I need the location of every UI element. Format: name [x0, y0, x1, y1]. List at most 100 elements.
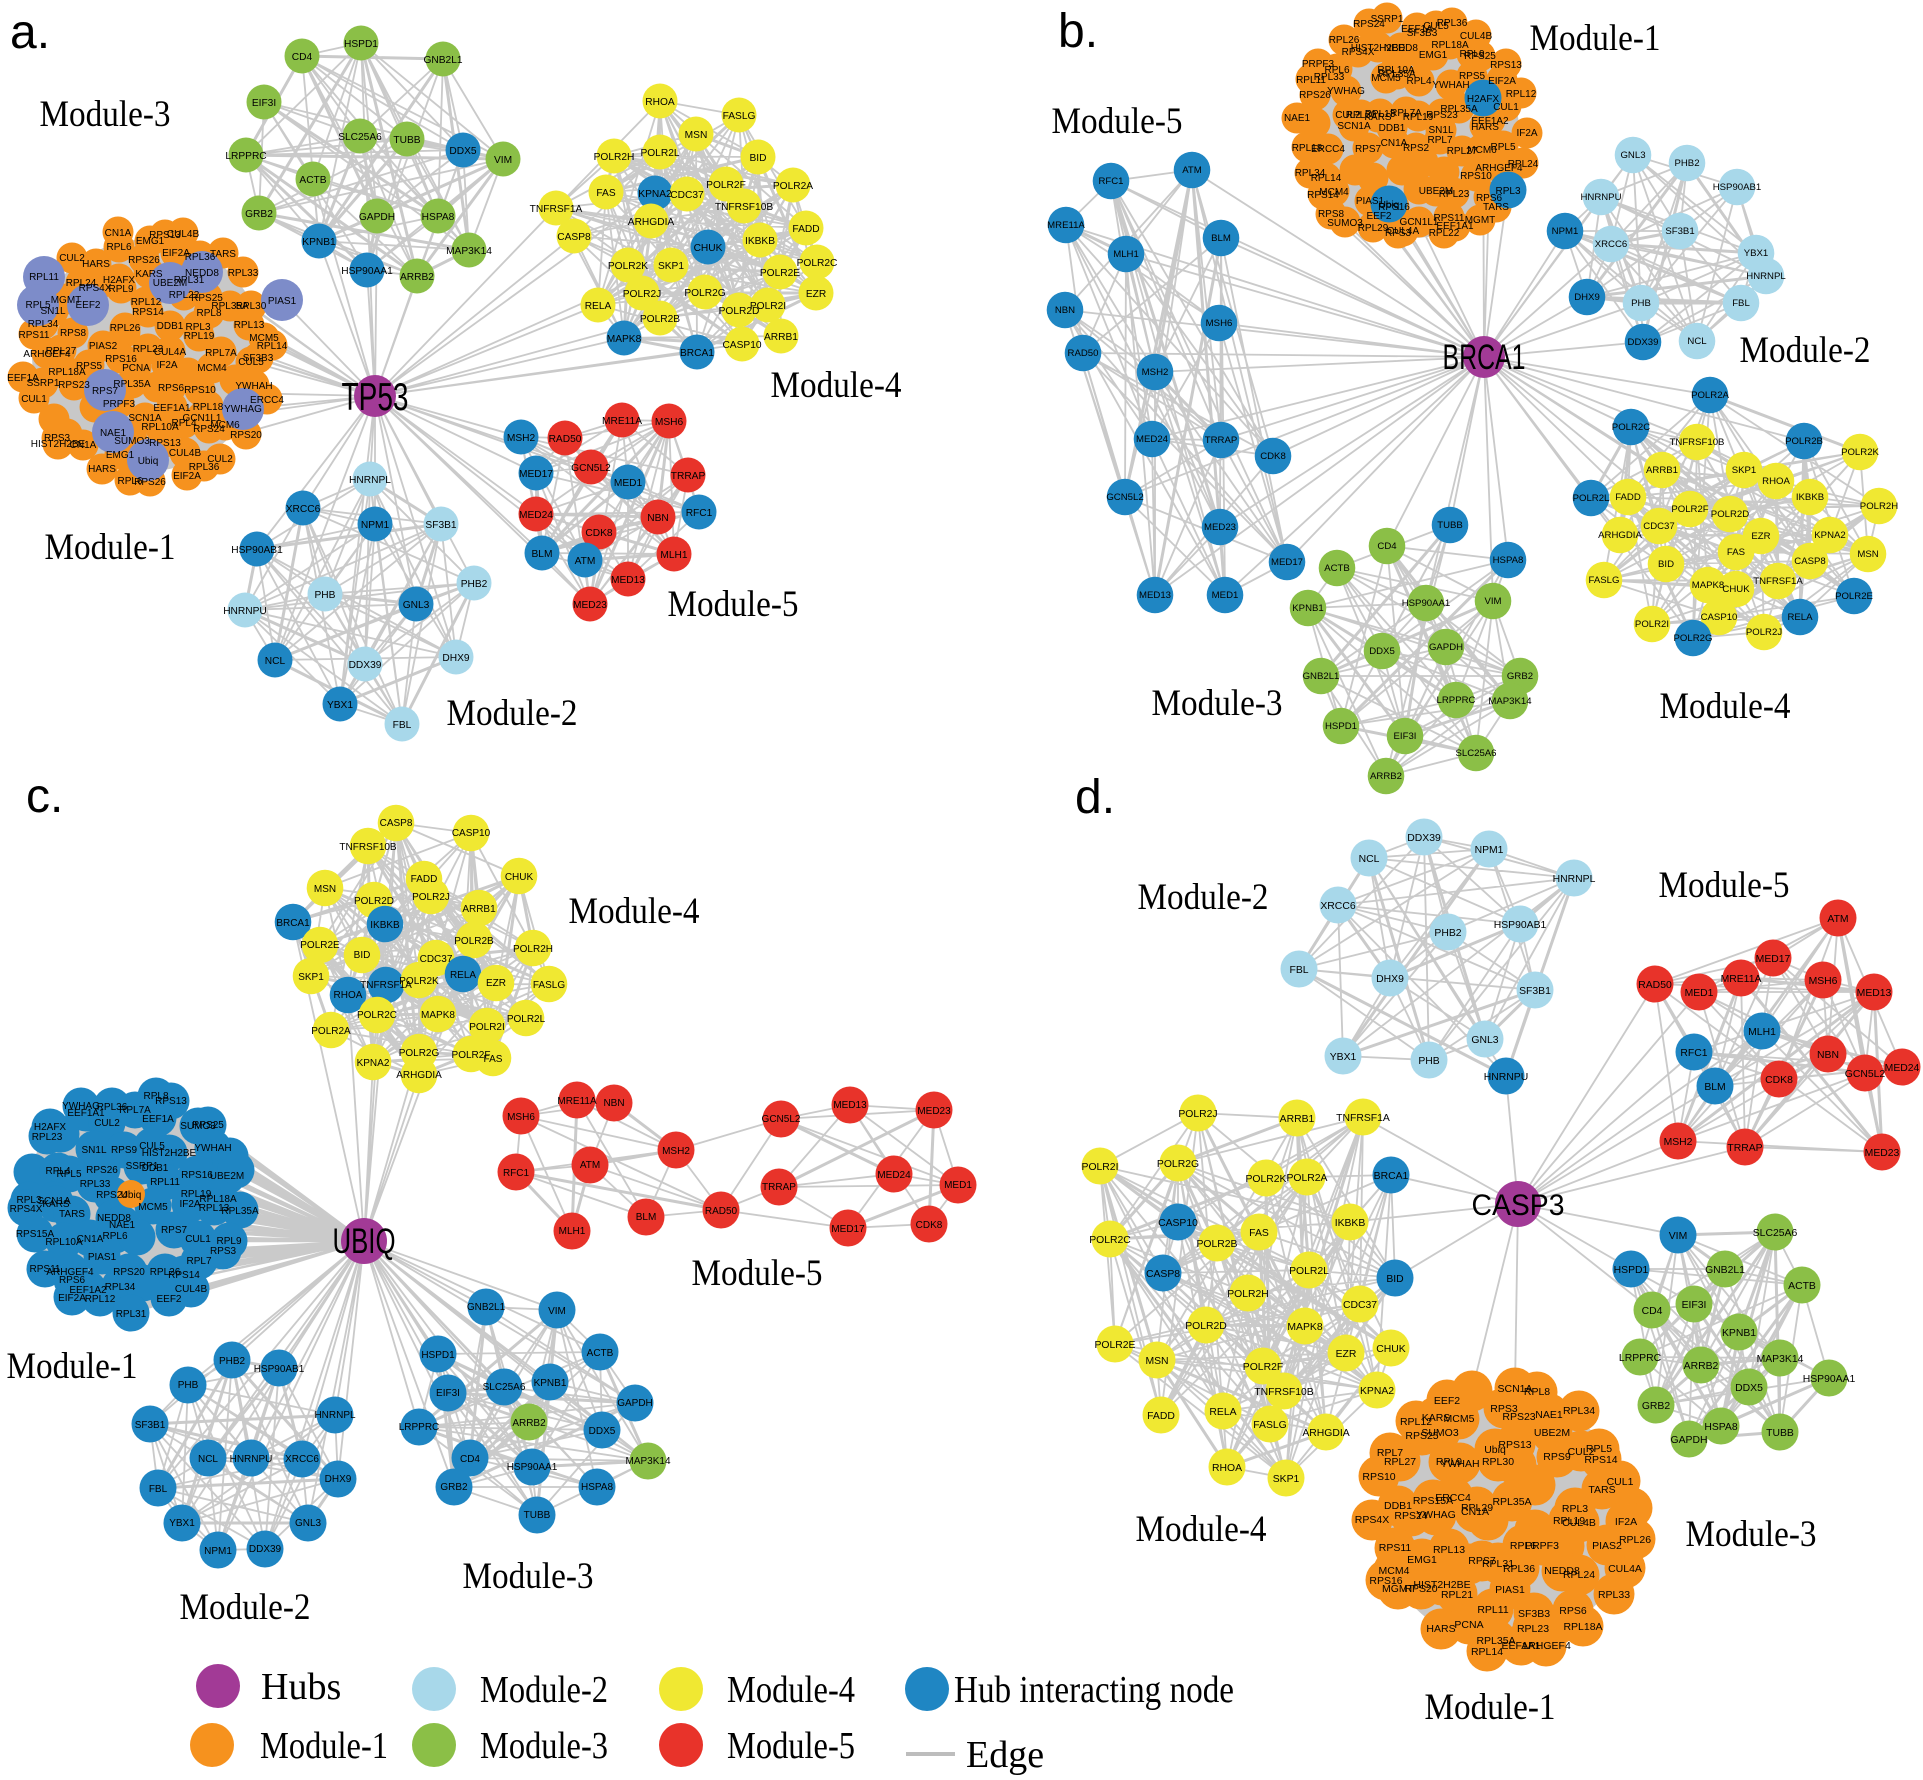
svg-text:CUL5: CUL5 — [238, 357, 264, 368]
svg-text:RPL13: RPL13 — [234, 320, 265, 331]
svg-text:NBN: NBN — [1055, 305, 1075, 316]
svg-text:GNL3: GNL3 — [403, 600, 430, 611]
svg-text:EEF1A: EEF1A — [142, 1114, 174, 1125]
svg-text:EIF2A: EIF2A — [58, 1293, 86, 1304]
svg-text:PIAS1: PIAS1 — [1495, 1584, 1525, 1596]
svg-text:TNFRSF10B: TNFRSF10B — [715, 202, 774, 213]
svg-text:RPL35A: RPL35A — [1492, 1496, 1531, 1508]
svg-text:IF2A: IF2A — [1615, 1516, 1637, 1528]
svg-text:Module-2: Module-2 — [1138, 877, 1269, 918]
svg-text:CDC37: CDC37 — [420, 954, 453, 965]
svg-text:HSPD1: HSPD1 — [421, 1350, 455, 1361]
svg-text:RPL33: RPL33 — [228, 268, 259, 279]
svg-text:CN1A: CN1A — [1461, 1506, 1489, 1518]
svg-text:SKP1: SKP1 — [1273, 1474, 1300, 1485]
svg-text:RPS10: RPS10 — [184, 385, 216, 396]
svg-text:MCM6: MCM6 — [210, 420, 240, 431]
svg-text:SSRP1: SSRP1 — [1371, 14, 1404, 25]
svg-text:FADD: FADD — [1615, 492, 1641, 503]
svg-text:EIF3I: EIF3I — [1682, 1300, 1707, 1311]
svg-text:HSP90AB1: HSP90AB1 — [1713, 182, 1762, 193]
svg-text:EEF2: EEF2 — [156, 1294, 181, 1305]
svg-text:RPS4X: RPS4X — [1342, 47, 1375, 58]
svg-text:CUL1: CUL1 — [21, 394, 47, 405]
svg-text:BRCA1: BRCA1 — [1374, 1171, 1409, 1182]
svg-text:H2AFX: H2AFX — [103, 275, 136, 286]
svg-text:POLR2J: POLR2J — [623, 289, 662, 300]
svg-text:RPL5: RPL5 — [56, 1169, 81, 1180]
svg-text:RPL19: RPL19 — [181, 1189, 212, 1200]
svg-text:RPL35A: RPL35A — [1440, 104, 1478, 115]
svg-text:MAPK8: MAPK8 — [1692, 580, 1725, 591]
svg-text:RHOA: RHOA — [1212, 1463, 1242, 1474]
svg-text:GAPDH: GAPDH — [1429, 642, 1463, 653]
svg-text:Module-1: Module-1 — [1425, 1687, 1556, 1728]
svg-text:RPL29: RPL29 — [1461, 1502, 1493, 1514]
svg-text:POLR2H: POLR2H — [1227, 1289, 1269, 1300]
svg-text:GRB2: GRB2 — [1507, 671, 1533, 682]
svg-text:PHB: PHB — [1418, 1056, 1439, 1067]
svg-text:MLH1: MLH1 — [1748, 1027, 1776, 1038]
svg-text:KPNB1: KPNB1 — [302, 237, 336, 248]
svg-text:VIM: VIM — [1484, 596, 1501, 607]
svg-text:Module-3: Module-3 — [1152, 683, 1283, 724]
svg-text:RPL4: RPL4 — [171, 418, 196, 429]
svg-text:PIAS1: PIAS1 — [1356, 196, 1385, 207]
svg-text:TNFRSF10B: TNFRSF10B — [1670, 437, 1725, 448]
svg-text:NEDD8: NEDD8 — [1384, 43, 1418, 54]
svg-text:RPL33: RPL33 — [80, 1179, 111, 1190]
svg-text:CHUK: CHUK — [1376, 1344, 1406, 1355]
svg-text:IKBKB: IKBKB — [370, 920, 400, 931]
svg-text:HSPD1: HSPD1 — [344, 39, 378, 50]
svg-text:RPL26: RPL26 — [110, 323, 141, 334]
svg-text:TNFRSF1A: TNFRSF1A — [530, 204, 583, 215]
svg-text:RELA: RELA — [585, 301, 612, 312]
svg-text:RFC1: RFC1 — [503, 1168, 530, 1179]
svg-text:RPL5: RPL5 — [1586, 1443, 1612, 1455]
svg-text:CUL4B: CUL4B — [169, 448, 202, 459]
svg-text:b.: b. — [1058, 5, 1098, 58]
svg-text:CHUK: CHUK — [694, 243, 723, 254]
svg-text:EEF2: EEF2 — [75, 300, 100, 311]
svg-text:RPS26: RPS26 — [134, 477, 166, 488]
svg-text:RPL24: RPL24 — [1508, 159, 1539, 170]
svg-text:TRRAP: TRRAP — [1727, 1143, 1762, 1154]
svg-text:RPS16: RPS16 — [181, 1170, 213, 1181]
svg-text:DDX39: DDX39 — [1407, 833, 1441, 844]
svg-text:RPL18: RPL18 — [193, 402, 224, 413]
svg-text:FADD: FADD — [1147, 1411, 1175, 1422]
svg-text:MSN: MSN — [1145, 1356, 1168, 1367]
svg-text:MED17: MED17 — [831, 1224, 865, 1235]
svg-text:EZR: EZR — [1336, 1349, 1357, 1360]
svg-text:RPL22: RPL22 — [169, 290, 200, 301]
svg-text:MAP3K14: MAP3K14 — [1488, 696, 1532, 707]
svg-text:HSP90AB1: HSP90AB1 — [231, 545, 283, 556]
svg-text:TRRAP: TRRAP — [1205, 435, 1238, 446]
svg-text:RPL19: RPL19 — [184, 331, 215, 342]
svg-text:POLR2B: POLR2B — [454, 936, 494, 947]
svg-text:Module-5: Module-5 — [692, 1253, 823, 1294]
svg-text:RPS24: RPS24 — [1394, 1510, 1427, 1522]
svg-text:CDC37: CDC37 — [670, 190, 704, 201]
svg-text:YBX1: YBX1 — [1744, 248, 1769, 259]
svg-text:HSPA8: HSPA8 — [1493, 555, 1524, 566]
svg-text:EZR: EZR — [1751, 531, 1770, 542]
svg-text:DDX5: DDX5 — [449, 146, 477, 157]
svg-text:HNRNPL: HNRNPL — [349, 475, 391, 486]
svg-text:MSH2: MSH2 — [1142, 367, 1169, 378]
svg-text:ERCC4: ERCC4 — [1311, 144, 1345, 155]
svg-text:PCNA: PCNA — [122, 363, 150, 374]
svg-text:HIST2H2BE: HIST2H2BE — [1413, 1579, 1470, 1591]
svg-text:PHB: PHB — [1631, 298, 1651, 309]
svg-text:HSPD1: HSPD1 — [1614, 1265, 1649, 1276]
svg-text:RPL11: RPL11 — [1477, 1604, 1508, 1616]
svg-text:LRPPRC: LRPPRC — [1619, 1353, 1662, 1364]
svg-text:RPS15A: RPS15A — [16, 1229, 55, 1240]
svg-text:RPL19: RPL19 — [1553, 1515, 1585, 1527]
svg-text:RPS14: RPS14 — [168, 1270, 200, 1281]
svg-text:POLR2I: POLR2I — [1635, 619, 1669, 630]
svg-text:RPL21: RPL21 — [1441, 1589, 1473, 1601]
svg-text:ATM: ATM — [1827, 914, 1848, 925]
svg-text:RPL8: RPL8 — [143, 1091, 168, 1102]
svg-text:MED1: MED1 — [944, 1180, 972, 1191]
